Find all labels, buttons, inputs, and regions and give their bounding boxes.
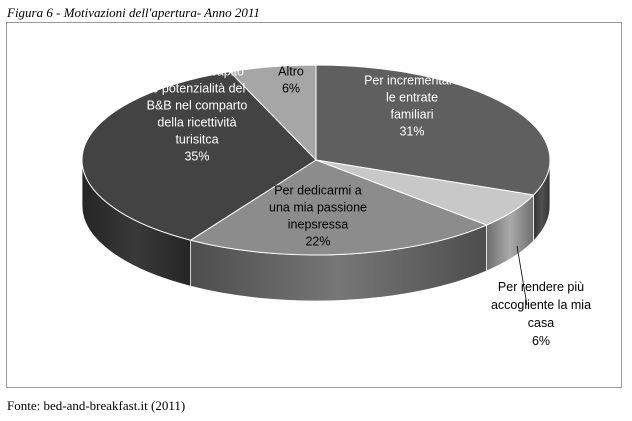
slice-label-line: Per rendere più [498,280,584,294]
slice-label-4: Perché ho capito le potenzialità del B&B n… [147,65,248,164]
slice-label-line: le potenzialità del [149,82,246,96]
slice-label-line: le entrate [386,91,438,105]
pie-slice-1 [315,64,551,196]
slice-label-5: Altro 6% [278,65,304,96]
slice-label-line: inepsressa [288,218,348,232]
pie-side-walls [81,159,551,302]
slice-label-line: casa [528,316,554,330]
pie-slice-5 [228,64,317,162]
slice-label-line: Per dedicarmi a [274,184,362,198]
pie-slice-3 [189,159,488,256]
slice-percent-label: 31% [399,125,424,139]
slice-labels: Per incrementare le entrate familiari 31%Pe… [147,65,591,349]
pie-slices [81,64,551,256]
slice-label-3: Per dedicarmi a una mia passione inepsress… [269,184,367,249]
figure-caption: Figura 6 - Motivazioni dell'apertura- An… [7,5,260,20]
slice-label-line: Altro [278,65,304,79]
slice-label-line: Per incrementare [364,74,460,88]
slice-label-line: della ricettività [157,116,236,130]
slice-percent-label: 6% [532,334,550,348]
slice-label-1: Per incrementare le entrate familiari 31% [364,74,460,139]
slice-label-line: una mia passione [269,201,367,215]
slice-percent-label: 6% [282,82,300,96]
pie-slice-4 [81,71,317,241]
slice-label-line: turisitca [175,133,218,147]
leader-line [516,245,528,306]
slice-label-2: Per rendere più accogliente la mia casa 6% [491,280,591,348]
slice-percent-label: 22% [305,235,330,249]
slice-label-line: B&B nel comparto [147,99,248,113]
source-note: Fonte: bed-and-breakfast.it (2011) [7,398,186,413]
slice-percent-label: 35% [184,150,209,164]
slice-label-line: Perché ho capito [150,65,244,79]
slice-label-line: accogliente la mia [491,298,591,312]
slice-label-line: familiari [390,108,433,122]
